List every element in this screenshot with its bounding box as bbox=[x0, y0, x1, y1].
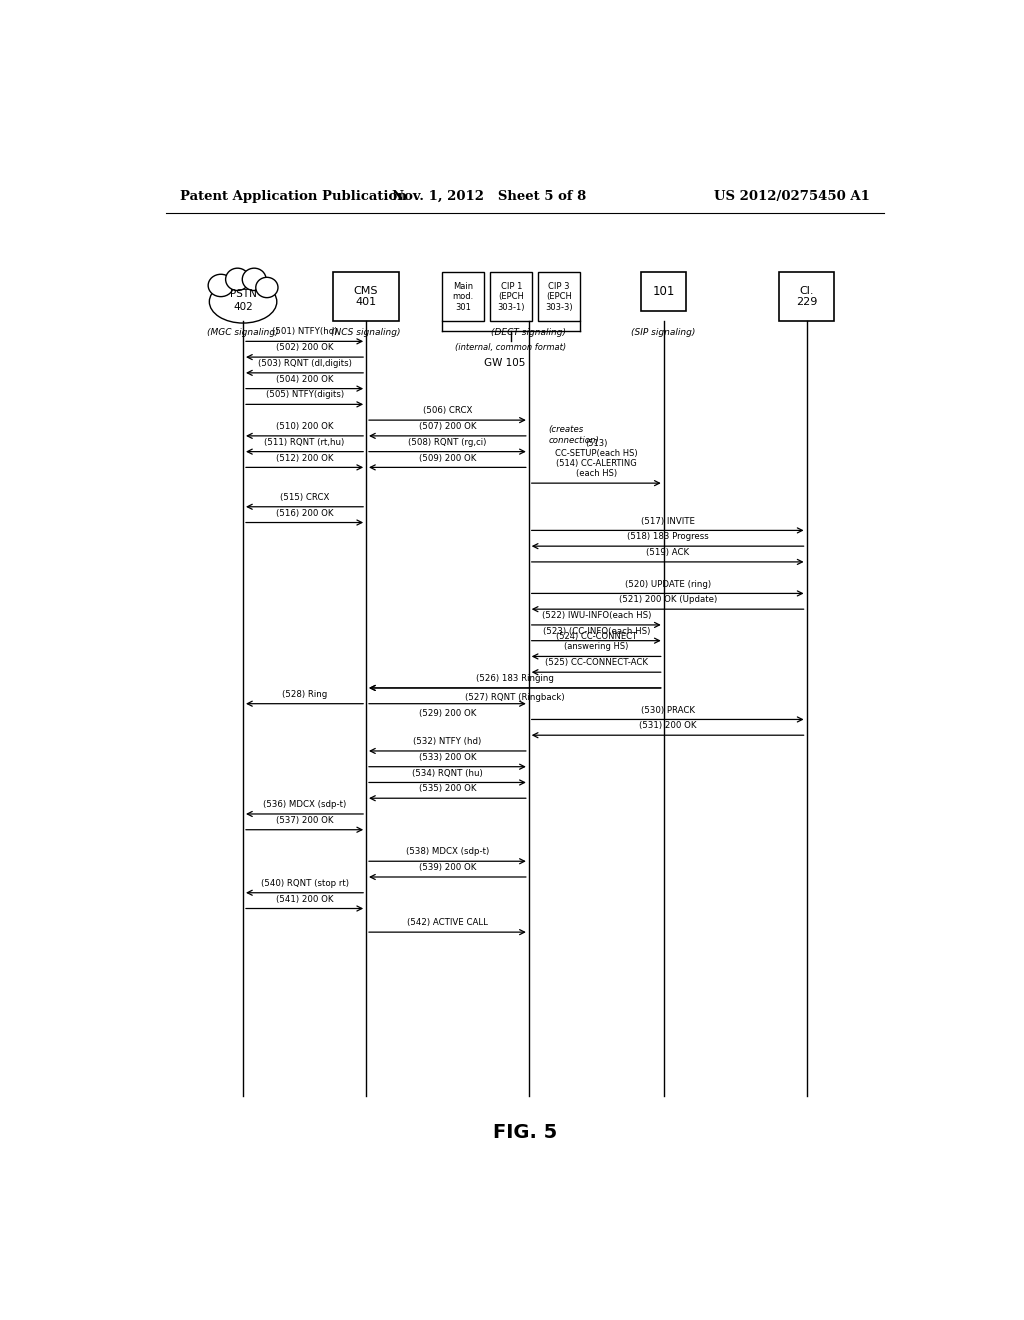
FancyBboxPatch shape bbox=[778, 272, 835, 321]
Text: CMS
401: CMS 401 bbox=[354, 286, 378, 308]
Text: (509) 200 OK: (509) 200 OK bbox=[419, 454, 476, 462]
Text: Patent Application Publication: Patent Application Publication bbox=[179, 190, 407, 202]
Text: (531) 200 OK: (531) 200 OK bbox=[639, 721, 696, 730]
Text: GW 105: GW 105 bbox=[484, 358, 525, 367]
Text: (503) RQNT (dl,digits): (503) RQNT (dl,digits) bbox=[258, 359, 351, 368]
Text: CIP 3
(EPCH
303-3): CIP 3 (EPCH 303-3) bbox=[545, 281, 572, 312]
Text: CIP 1
(EPCH
303-1): CIP 1 (EPCH 303-1) bbox=[498, 281, 525, 312]
Text: (518) 183 Progress: (518) 183 Progress bbox=[627, 532, 709, 541]
Text: (504) 200 OK: (504) 200 OK bbox=[275, 375, 334, 384]
FancyBboxPatch shape bbox=[333, 272, 399, 321]
Text: (536) MDCX (sdp-t): (536) MDCX (sdp-t) bbox=[263, 800, 346, 809]
Text: (523) (CC-INFO(each HS): (523) (CC-INFO(each HS) bbox=[543, 627, 650, 636]
Text: Nov. 1, 2012   Sheet 5 of 8: Nov. 1, 2012 Sheet 5 of 8 bbox=[392, 190, 586, 202]
Text: (516) 200 OK: (516) 200 OK bbox=[275, 508, 334, 517]
Text: (505) NTFY(digits): (505) NTFY(digits) bbox=[265, 391, 344, 400]
Text: (MGC signaling): (MGC signaling) bbox=[207, 329, 279, 337]
Text: (512) 200 OK: (512) 200 OK bbox=[275, 454, 334, 462]
Text: US 2012/0275450 A1: US 2012/0275450 A1 bbox=[714, 190, 870, 202]
Text: (533) 200 OK: (533) 200 OK bbox=[419, 752, 476, 762]
FancyBboxPatch shape bbox=[442, 272, 484, 321]
Text: (537) 200 OK: (537) 200 OK bbox=[275, 816, 334, 825]
Text: (521) 200 OK (Update): (521) 200 OK (Update) bbox=[618, 595, 717, 605]
Text: (538) MDCX (sdp-t): (538) MDCX (sdp-t) bbox=[406, 847, 489, 857]
Ellipse shape bbox=[208, 275, 233, 297]
Text: (524) CC-CONNECT
(answering HS): (524) CC-CONNECT (answering HS) bbox=[556, 632, 637, 651]
Ellipse shape bbox=[256, 277, 278, 297]
Text: (539) 200 OK: (539) 200 OK bbox=[419, 863, 476, 873]
Text: (525) CC-CONNECT-ACK: (525) CC-CONNECT-ACK bbox=[545, 659, 648, 668]
Text: (535) 200 OK: (535) 200 OK bbox=[419, 784, 476, 793]
Text: (507) 200 OK: (507) 200 OK bbox=[419, 422, 476, 432]
Text: (520) UPDATE (ring): (520) UPDATE (ring) bbox=[625, 579, 711, 589]
Text: (526) 183 Ringing: (526) 183 Ringing bbox=[476, 675, 554, 682]
Text: (502) 200 OK: (502) 200 OK bbox=[275, 343, 334, 352]
Text: (541) 200 OK: (541) 200 OK bbox=[275, 895, 334, 904]
FancyBboxPatch shape bbox=[538, 272, 580, 321]
Text: (517) INVITE: (517) INVITE bbox=[641, 516, 694, 525]
Text: (508) RQNT (rg,ci): (508) RQNT (rg,ci) bbox=[409, 438, 486, 446]
Text: (532) NTFY (hd): (532) NTFY (hd) bbox=[414, 737, 481, 746]
Ellipse shape bbox=[243, 268, 266, 290]
Text: (529) 200 OK: (529) 200 OK bbox=[419, 709, 476, 718]
Text: (534) RQNT (hu): (534) RQNT (hu) bbox=[412, 768, 482, 777]
Text: (DECT signaling): (DECT signaling) bbox=[492, 329, 566, 337]
Text: (528) Ring: (528) Ring bbox=[282, 690, 328, 698]
Text: (internal, common format): (internal, common format) bbox=[456, 343, 566, 352]
Text: (510) 200 OK: (510) 200 OK bbox=[275, 422, 334, 432]
Text: (SIP signaling): (SIP signaling) bbox=[632, 329, 696, 337]
Text: Main
mod.
301: Main mod. 301 bbox=[453, 281, 473, 312]
Text: (501) NTFY(hd): (501) NTFY(hd) bbox=[271, 327, 337, 337]
Text: (519) ACK: (519) ACK bbox=[646, 548, 689, 557]
Text: (NCS signaling): (NCS signaling) bbox=[332, 329, 400, 337]
Text: (530) PRACK: (530) PRACK bbox=[641, 706, 694, 714]
Text: 101: 101 bbox=[652, 285, 675, 298]
Ellipse shape bbox=[225, 268, 250, 290]
Text: PSTN
402: PSTN 402 bbox=[229, 289, 256, 312]
Ellipse shape bbox=[209, 280, 276, 323]
Text: (522) IWU-INFO(each HS): (522) IWU-INFO(each HS) bbox=[542, 611, 651, 620]
Text: (540) RQNT (stop rt): (540) RQNT (stop rt) bbox=[260, 879, 348, 888]
Text: FIG. 5: FIG. 5 bbox=[493, 1122, 557, 1142]
FancyBboxPatch shape bbox=[641, 272, 686, 312]
Text: (511) RQNT (rt,hu): (511) RQNT (rt,hu) bbox=[264, 438, 345, 446]
Text: (506) CRCX: (506) CRCX bbox=[423, 407, 472, 416]
Text: (creates
connection): (creates connection) bbox=[549, 425, 599, 445]
Text: (542) ACTIVE CALL: (542) ACTIVE CALL bbox=[407, 919, 487, 927]
Text: (513)
CC-SETUP(each HS)
(514) CC-ALERTING
(each HS): (513) CC-SETUP(each HS) (514) CC-ALERTIN… bbox=[555, 440, 638, 478]
Text: (527) RQNT (Ringback): (527) RQNT (Ringback) bbox=[465, 693, 564, 702]
Text: (515) CRCX: (515) CRCX bbox=[280, 492, 330, 502]
FancyBboxPatch shape bbox=[490, 272, 532, 321]
Text: Cl.
229: Cl. 229 bbox=[796, 286, 817, 308]
